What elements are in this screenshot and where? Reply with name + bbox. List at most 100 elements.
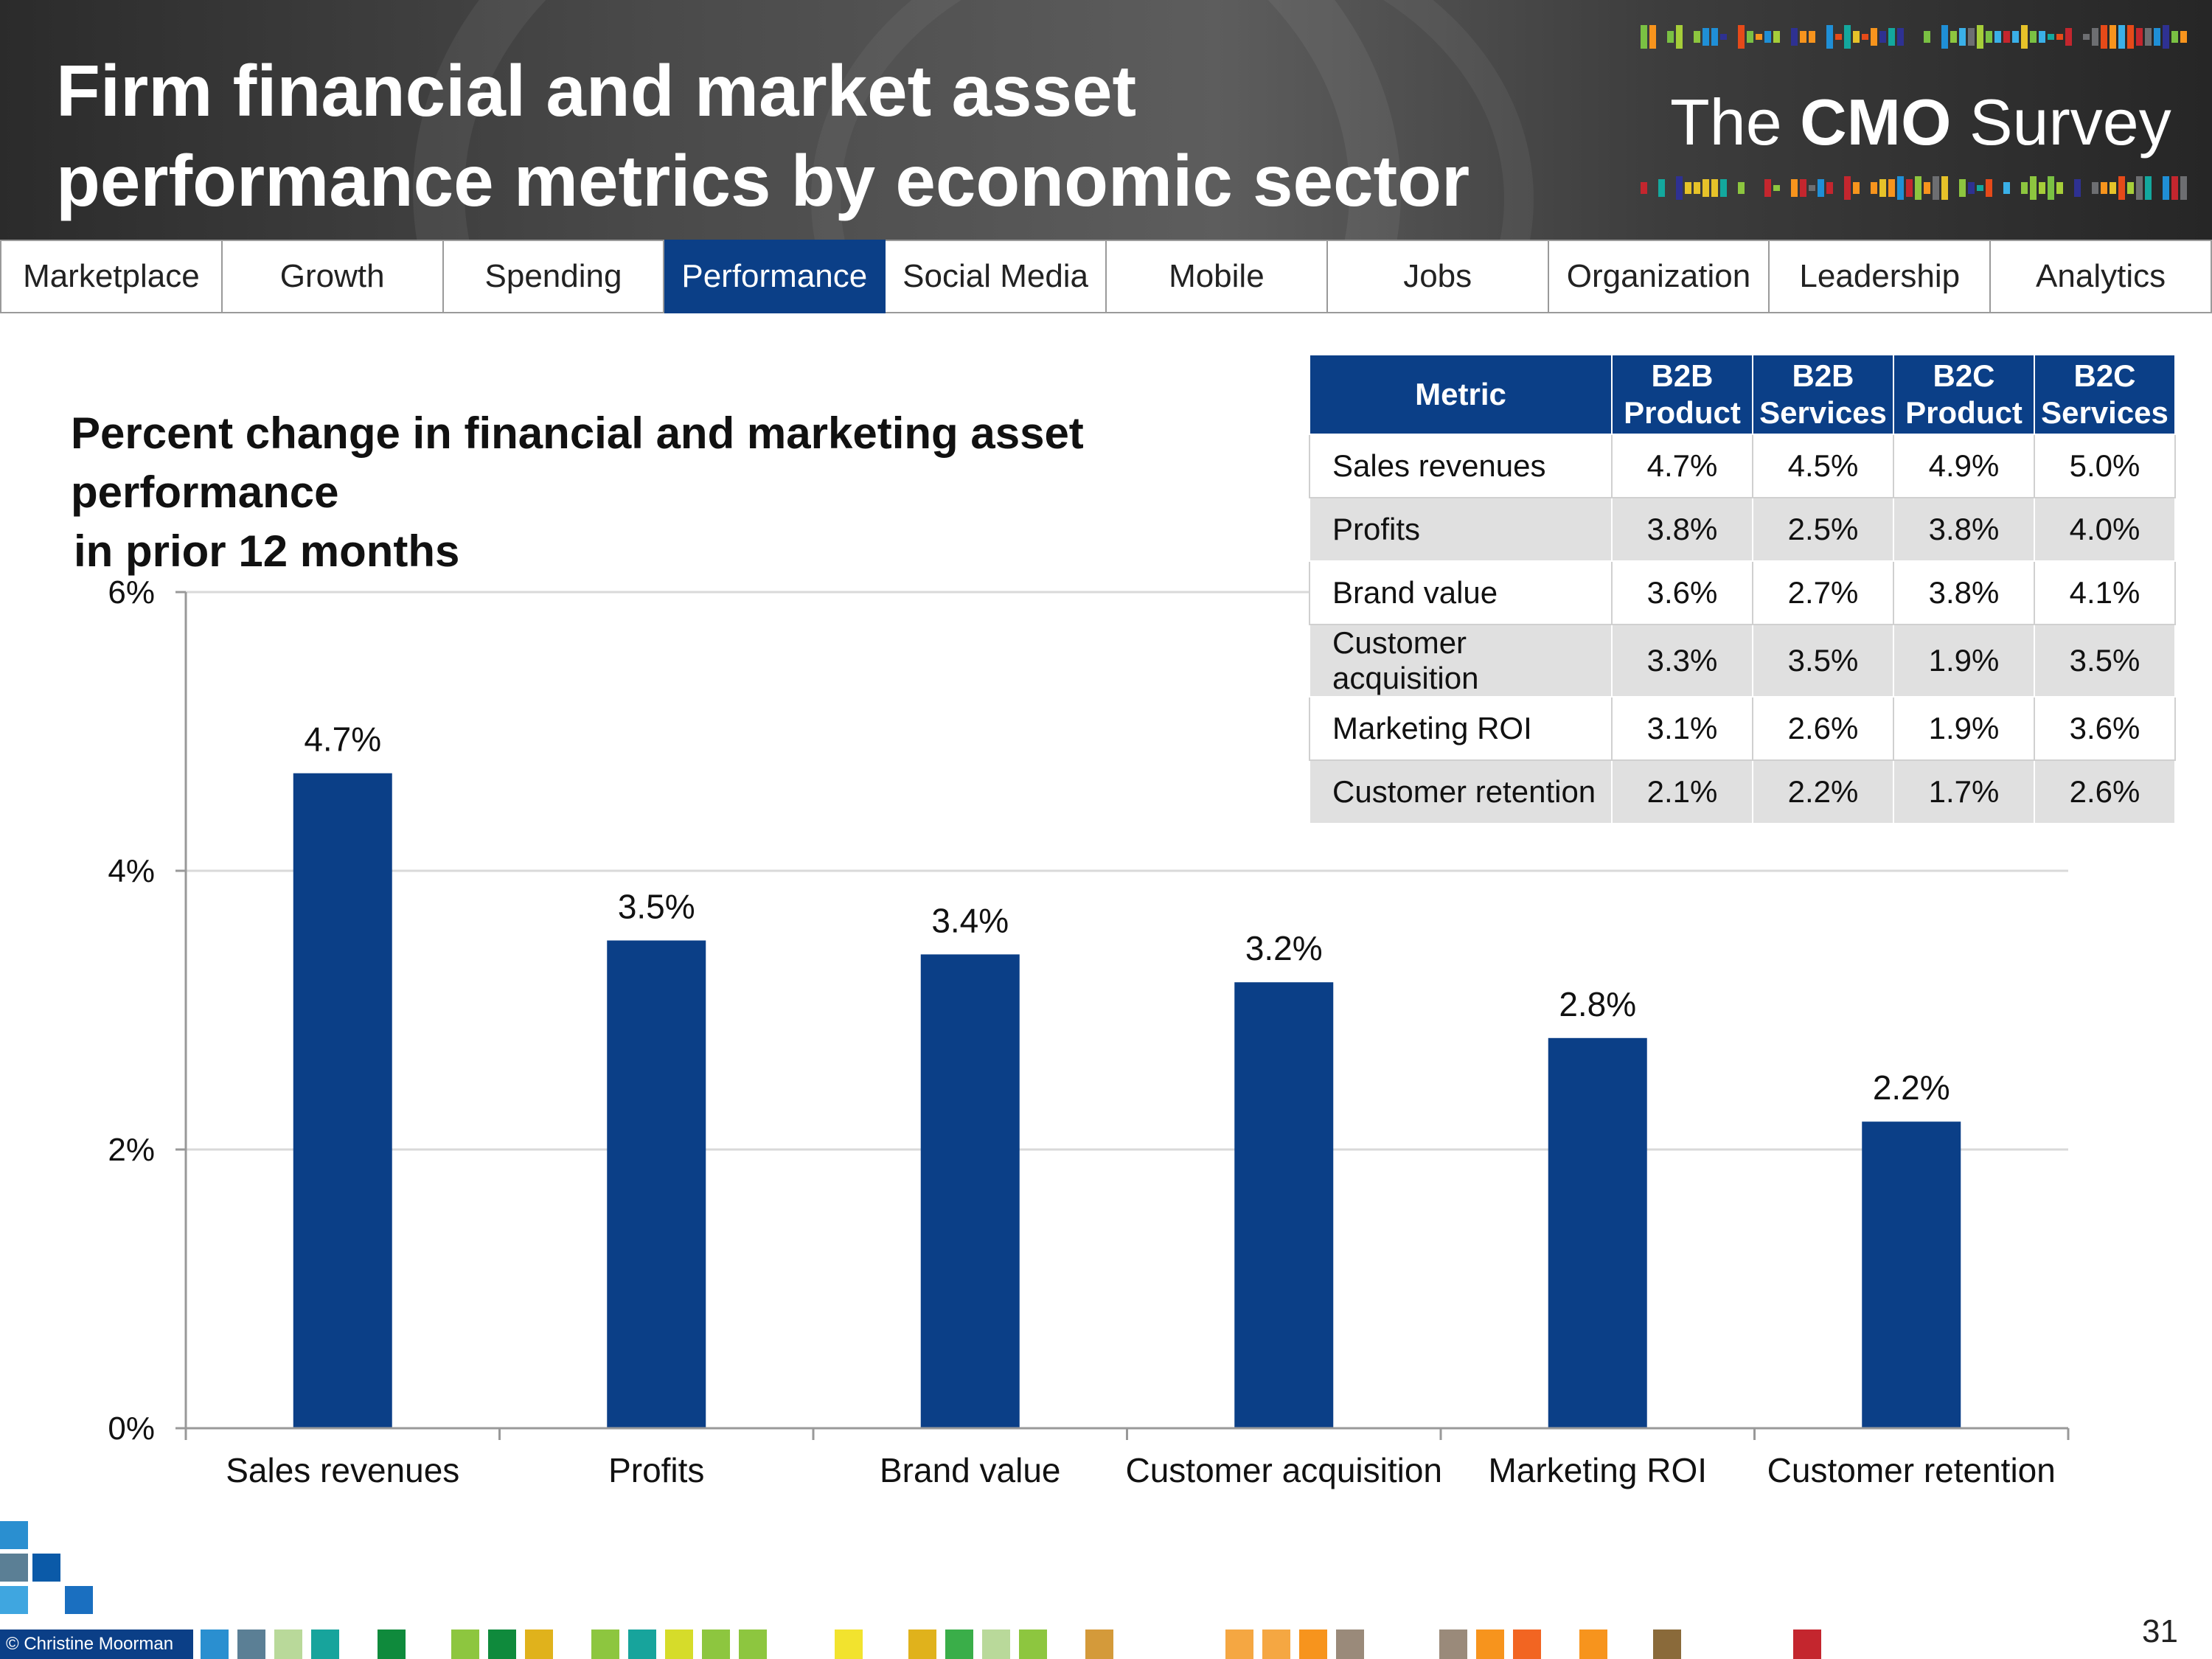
logo-pixel — [1968, 182, 1975, 194]
logo-pixel — [2021, 182, 2028, 194]
table-cell: 3.8% — [1611, 497, 1753, 562]
logo-pixel — [2163, 25, 2169, 49]
tab-mobile[interactable]: Mobile — [1106, 240, 1328, 313]
decor-square — [1653, 1630, 1681, 1659]
decor-square — [0, 1521, 28, 1549]
logo-pixel — [1756, 34, 1762, 40]
tab-leadership[interactable]: Leadership — [1770, 240, 1992, 313]
logo-pixel — [2056, 34, 2063, 40]
footer-color-strip — [201, 1630, 1823, 1659]
logo-pixel — [1826, 182, 1833, 194]
logo-pixel — [2171, 31, 2178, 43]
decor-square — [1085, 1630, 1113, 1659]
logo-pixel — [1791, 28, 1798, 46]
decor-square — [908, 1630, 936, 1659]
decor-square — [835, 1630, 863, 1659]
decor-square — [65, 1586, 93, 1614]
logo-pixel — [1720, 34, 1727, 40]
table-cell-metric: Profits — [1309, 497, 1613, 562]
x-category-label: Sales revenues — [226, 1451, 459, 1489]
logo-pixel — [1897, 176, 1904, 200]
table-cell: 4.1% — [2034, 560, 2176, 625]
logo-pixel — [1791, 179, 1798, 197]
table-cell: 3.3% — [1611, 624, 1753, 698]
logo-pixel — [1738, 182, 1745, 194]
decor-square — [1019, 1630, 1047, 1659]
slide-title-line2: performance metrics by economic sector — [56, 140, 1470, 221]
logo-pixel — [1685, 182, 1691, 194]
table-row: Customer retention 2.1% 2.2% 1.7% 2.6% — [1309, 759, 2176, 824]
decor-square — [665, 1630, 693, 1659]
logo-pixel — [1941, 25, 1948, 49]
decor-square — [628, 1630, 656, 1659]
table-cell: 3.8% — [1893, 560, 2035, 625]
logo-word-survey: Survey — [1969, 86, 2171, 159]
logo-text: The CMO Survey — [1670, 85, 2171, 160]
table-cell: 3.6% — [2034, 696, 2176, 761]
table-cell-metric: Sales revenues — [1309, 434, 1613, 498]
table-cell: 4.9% — [1893, 434, 2035, 498]
logo-pixel — [1986, 179, 1992, 197]
table-header-b2b-services: B2B Services — [1752, 354, 1894, 435]
header-banner: Firm financial and market asset performa… — [0, 0, 2212, 240]
logo-pixel — [2083, 34, 2090, 40]
logo-pixel — [1667, 31, 1674, 43]
bar — [920, 954, 1020, 1428]
table-cell: 4.0% — [2034, 497, 2176, 562]
logo-pixel — [1871, 28, 1877, 46]
tab-organization[interactable]: Organization — [1548, 240, 1770, 313]
tab-social-media[interactable]: Social Media — [886, 240, 1107, 313]
table-cell: 3.5% — [2034, 624, 2176, 698]
x-category-label: Profits — [608, 1451, 704, 1489]
tab-marketplace[interactable]: Marketplace — [0, 240, 223, 313]
slide-title-line1: Firm financial and market asset — [56, 50, 1137, 131]
logo-pixel — [2092, 28, 2098, 46]
logo-pixel — [1924, 31, 1930, 43]
logo-pixel — [1835, 34, 1842, 40]
logo-pixel — [1703, 179, 1709, 197]
cmo-survey-logo: The CMO Survey — [1641, 15, 2201, 229]
decor-square — [32, 1554, 60, 1582]
tab-jobs[interactable]: Jobs — [1327, 240, 1549, 313]
table-row: Sales revenues 4.7% 4.5% 4.9% 5.0% — [1309, 434, 2176, 498]
logo-pixel — [2012, 31, 2019, 43]
logo-pixel — [2021, 25, 2028, 49]
table-cell: 5.0% — [2034, 434, 2176, 498]
decor-square — [274, 1630, 302, 1659]
tab-growth[interactable]: Growth — [222, 240, 444, 313]
axes — [175, 591, 2070, 1440]
logo-pixel — [1800, 31, 1806, 43]
logo-pixel — [1844, 25, 1851, 49]
decor-square — [201, 1630, 229, 1659]
logo-pixel — [1844, 176, 1851, 200]
decor-square — [945, 1630, 973, 1659]
page-number: 31 — [2142, 1613, 2178, 1649]
decor-square — [311, 1630, 339, 1659]
table-cell: 2.5% — [1752, 497, 1894, 562]
table-cell: 4.5% — [1752, 434, 1894, 498]
table-cell: 4.7% — [1611, 434, 1753, 498]
logo-pixel — [1809, 31, 1815, 43]
chart-title: Percent change in financial and marketin… — [71, 404, 1324, 581]
x-category-label: Customer retention — [1767, 1451, 2056, 1489]
logo-pixel — [2110, 182, 2116, 194]
logo-pixel — [2074, 179, 2081, 197]
table-cell: 3.1% — [1611, 696, 1753, 761]
tab-analytics[interactable]: Analytics — [1991, 240, 2212, 313]
logo-pixel — [1906, 179, 1913, 197]
logo-pixel — [1879, 31, 1886, 43]
logo-pixel — [2163, 176, 2169, 200]
logo-pixel — [1977, 185, 1983, 191]
logo-pixel — [2039, 182, 2045, 194]
logo-pixel — [1897, 28, 1904, 46]
decor-square — [702, 1630, 730, 1659]
decor-square — [1579, 1630, 1607, 1659]
y-tick-label: 2% — [108, 1132, 155, 1168]
logo-pixel — [1879, 179, 1886, 197]
table-header-b2c-product: B2C Product — [1893, 354, 2035, 435]
logo-pixel — [2154, 28, 2160, 46]
data-label: 4.7% — [304, 720, 381, 759]
tab-performance[interactable]: Performance — [664, 240, 886, 313]
data-label: 3.2% — [1245, 929, 1323, 967]
tab-spending[interactable]: Spending — [443, 240, 665, 313]
